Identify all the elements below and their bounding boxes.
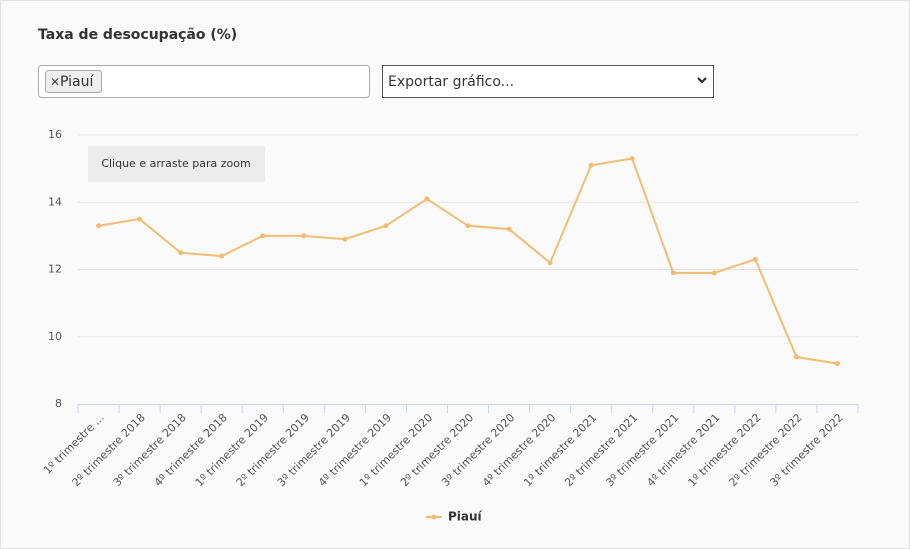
chip[interactable] — [45, 70, 102, 93]
legend-label: Piauí — [448, 510, 483, 524]
point — [301, 233, 307, 239]
export-select[interactable] — [382, 65, 714, 98]
point — [178, 250, 184, 256]
point — [96, 223, 102, 229]
point — [834, 361, 840, 367]
point — [752, 256, 758, 262]
y-tick-label: 16 — [48, 128, 62, 141]
point — [711, 270, 717, 276]
point — [137, 216, 143, 222]
point — [465, 223, 471, 229]
export-label: Exportar gráfico... — [388, 74, 514, 90]
point — [383, 223, 389, 229]
filter-box[interactable] — [38, 65, 370, 98]
y-tick-label: 10 — [48, 330, 62, 343]
point — [588, 162, 594, 168]
point — [670, 270, 676, 276]
point — [424, 196, 430, 202]
chevron — [697, 77, 707, 84]
zoom-hint: Clique e arraste para zoom — [101, 157, 250, 170]
y-tick-label: 14 — [48, 195, 62, 208]
chip-label: Piauí — [60, 74, 94, 90]
point — [506, 226, 512, 232]
legend-marker — [431, 514, 437, 520]
y-tick-label: 12 — [48, 263, 62, 276]
zoom-hint-box — [88, 146, 265, 182]
title: Taxa de desocupação (%) — [38, 27, 237, 43]
point — [793, 354, 799, 360]
point — [547, 260, 553, 266]
point — [342, 236, 348, 242]
chip-remove[interactable]: × — [50, 75, 60, 89]
y-tick-label: 8 — [55, 397, 62, 410]
point — [260, 233, 266, 239]
point — [629, 156, 635, 162]
point — [219, 253, 225, 259]
